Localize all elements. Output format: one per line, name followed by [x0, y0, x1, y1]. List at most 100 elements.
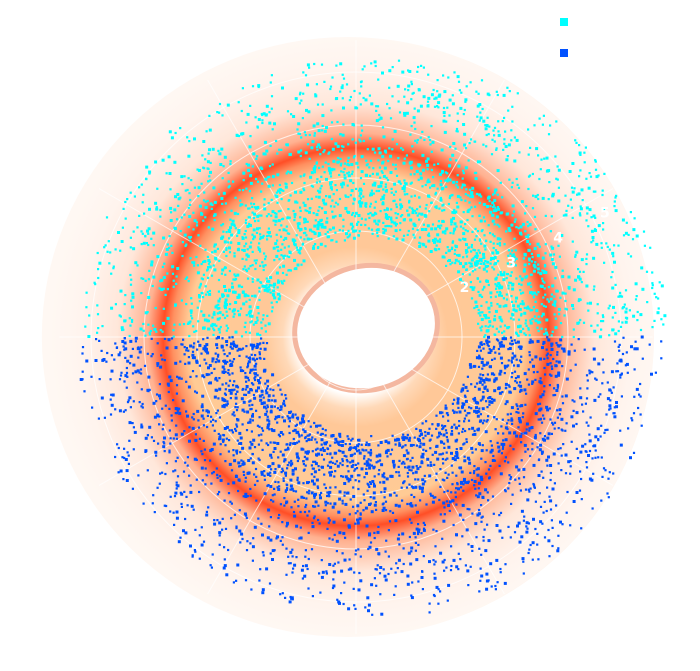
series-0-point [451, 153, 455, 157]
series-0-point [451, 261, 454, 264]
series-1-point [606, 381, 609, 384]
series-1-point [467, 419, 471, 422]
series-1-point [329, 473, 333, 477]
series-1-point [223, 406, 226, 409]
series-0-point [392, 163, 395, 166]
series-0-point [407, 69, 410, 72]
series-0-point [198, 169, 201, 172]
series-0-point [280, 248, 283, 251]
series-1-point [341, 460, 344, 463]
series-1-point [439, 440, 443, 443]
series-1-point [303, 510, 307, 514]
series-0-point [449, 145, 452, 148]
series-0-point [247, 168, 250, 172]
series-0-point [269, 235, 272, 238]
series-1-point [539, 443, 543, 447]
series-1-point [495, 338, 499, 341]
series-1-point [378, 459, 382, 462]
series-0-point [501, 196, 504, 199]
series-0-point [474, 205, 477, 208]
series-0-point [195, 329, 198, 333]
series-0-point [164, 293, 167, 296]
series-1-point [193, 342, 196, 345]
series-0-point [513, 237, 516, 240]
series-0-point [501, 331, 504, 334]
series-0-point [512, 304, 516, 308]
series-1-point [410, 504, 414, 507]
series-1-point [307, 420, 310, 423]
series-1-point [312, 517, 316, 520]
series-1-point [559, 344, 562, 347]
series-0-point [450, 247, 454, 250]
series-0-point [618, 294, 622, 298]
series-0-point [375, 119, 379, 123]
series-1-point [475, 536, 478, 539]
series-0-point [511, 120, 514, 123]
series-0-point [265, 235, 269, 238]
series-0-point [489, 232, 492, 235]
series-0-point [475, 171, 478, 174]
series-0-point [364, 205, 367, 208]
series-1-point [255, 346, 259, 349]
series-1-point [444, 429, 448, 432]
series-0-point [582, 321, 586, 324]
series-1-point [552, 394, 555, 397]
series-1-point [285, 488, 288, 491]
series-0-point [229, 226, 232, 230]
series-0-point [452, 232, 455, 235]
series-1-point [468, 412, 471, 415]
series-1-point [421, 482, 425, 486]
series-1-point [561, 429, 564, 432]
series-0-point [358, 92, 361, 95]
series-0-point [266, 280, 269, 283]
series-0-point [382, 228, 385, 231]
series-1-point [477, 365, 481, 368]
series-1-point [359, 579, 363, 583]
series-1-point [223, 558, 226, 561]
series-0-point [590, 324, 593, 327]
series-0-point [478, 193, 482, 197]
series-0-point [496, 223, 499, 226]
series-0-point [662, 323, 665, 326]
series-1-point [517, 521, 521, 525]
series-0-point [464, 166, 468, 170]
series-0-point [436, 239, 440, 243]
series-1-point [561, 365, 564, 368]
series-0-point [380, 198, 383, 201]
series-1-point [240, 348, 243, 351]
series-0-point [587, 309, 590, 312]
series-0-point [565, 209, 568, 212]
series-0-point [369, 192, 373, 196]
series-0-point [554, 326, 558, 330]
series-1-point [225, 573, 229, 577]
series-0-point [494, 309, 498, 313]
series-1-point [126, 401, 130, 404]
series-0-point [439, 183, 443, 187]
series-1-point [210, 371, 213, 375]
series-1-point [576, 457, 580, 460]
series-0-point [223, 301, 227, 305]
series-1-point [479, 349, 482, 352]
series-1-point [490, 585, 493, 588]
series-1-point [488, 477, 491, 480]
series-1-point [625, 351, 628, 354]
series-0-point [96, 304, 99, 307]
series-1-point [561, 523, 564, 526]
series-1-point [379, 481, 382, 484]
series-1-point [584, 443, 587, 446]
series-1-point [227, 369, 230, 372]
series-1-point [297, 505, 300, 508]
series-0-point [531, 293, 534, 296]
series-1-point [320, 443, 323, 446]
series-0-point [466, 210, 470, 214]
series-0-point [117, 231, 120, 234]
series-0-point [427, 136, 430, 139]
series-0-point [145, 178, 148, 181]
series-1-point [420, 532, 423, 535]
series-0-point [515, 277, 518, 280]
series-1-point [293, 428, 297, 432]
series-0-point [434, 96, 438, 100]
series-1-point [304, 549, 307, 552]
series-0-point [198, 296, 201, 299]
series-1-point [384, 578, 388, 582]
